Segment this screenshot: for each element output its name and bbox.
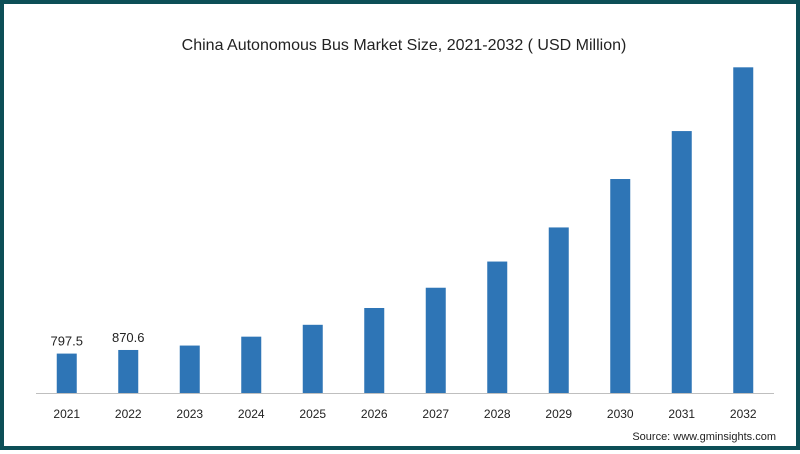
bar-2025 (302, 324, 323, 393)
bar-2031 (671, 131, 692, 394)
data-label-2021: 797.5 (50, 334, 83, 349)
x-tick-label-2023: 2023 (176, 407, 203, 421)
bar-2024 (241, 336, 262, 393)
x-tick-label-2021: 2021 (53, 407, 80, 421)
x-tick-label-2030: 2030 (607, 407, 634, 421)
bar-2032 (733, 67, 754, 394)
x-tick-label-2024: 2024 (238, 407, 265, 421)
bar-2022 (118, 349, 139, 393)
x-tick-label-2022: 2022 (115, 407, 142, 421)
x-tick-label-2029: 2029 (545, 407, 572, 421)
bar-2021 (56, 353, 77, 393)
bar-2028 (487, 261, 508, 393)
bar-chart: 2021 797.5 2022 870.6 2023 2024 2025 2026 2027 20… (36, 67, 774, 421)
x-tick-label-2028: 2028 (484, 407, 511, 421)
data-label-2022: 870.6 (112, 330, 145, 345)
x-tick-label-2027: 2027 (422, 407, 449, 421)
x-tick-label-2032: 2032 (730, 407, 757, 421)
bar-2029 (548, 227, 569, 393)
bar-2030 (610, 179, 631, 393)
bar-2026 (364, 307, 385, 393)
source-note: Source: www.gminsights.com (632, 431, 776, 443)
bar-2023 (179, 345, 200, 393)
x-tick-label-2025: 2025 (299, 407, 326, 421)
x-tick-label-2026: 2026 (361, 407, 388, 421)
bar-2027 (425, 287, 446, 393)
x-tick-label-2031: 2031 (668, 407, 695, 421)
chart-title: China Autonomous Bus Market Size, 2021-2… (181, 37, 627, 54)
